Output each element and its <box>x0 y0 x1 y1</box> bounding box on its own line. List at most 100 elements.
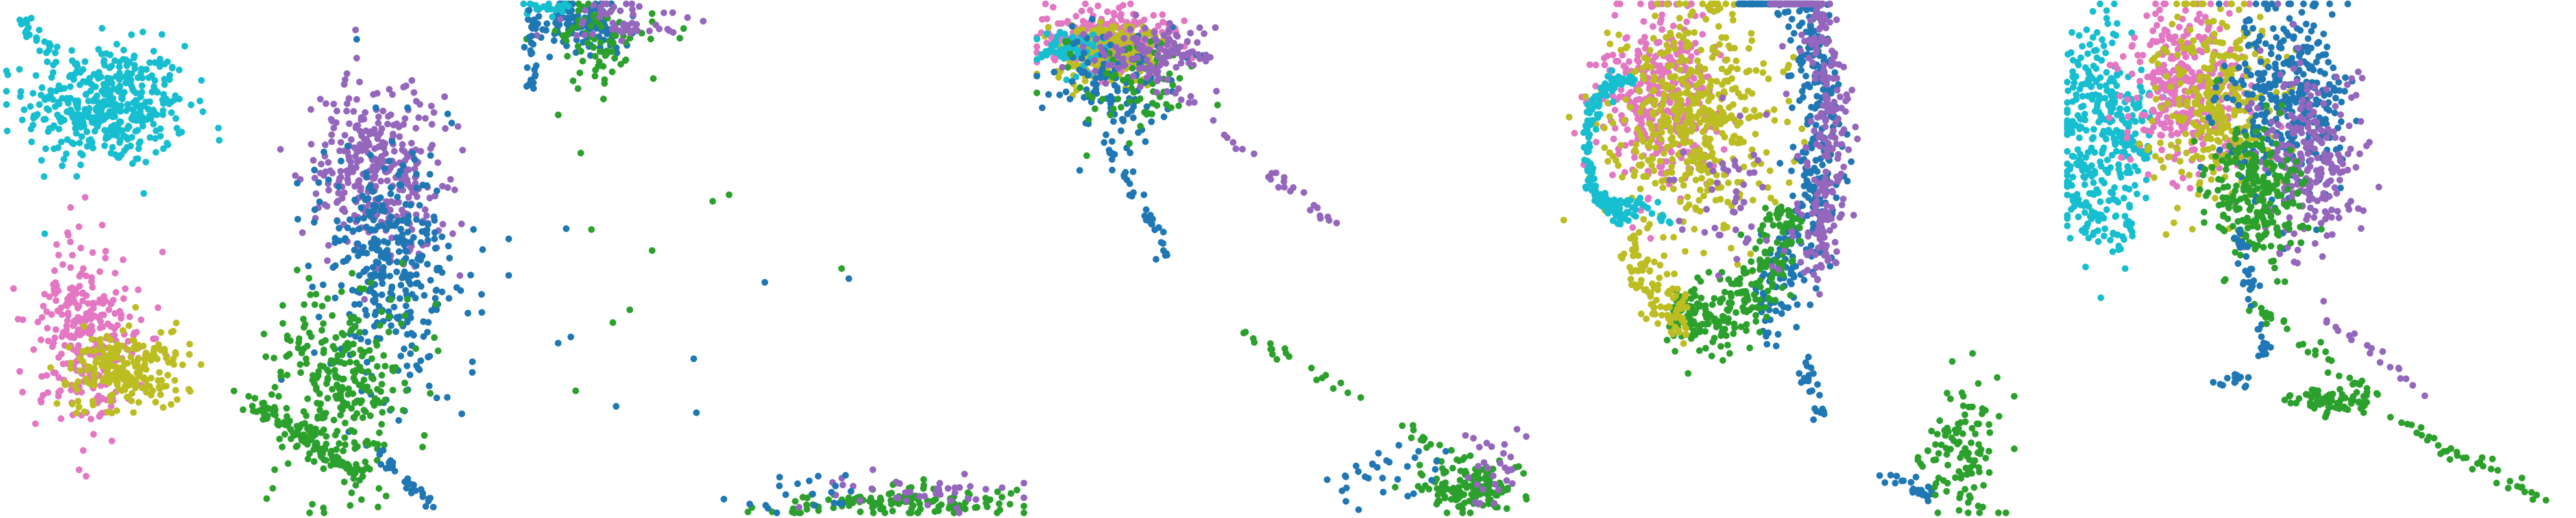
point <box>1632 68 1640 75</box>
point <box>1684 43 1692 50</box>
point <box>1509 480 1516 487</box>
point <box>1196 24 1204 31</box>
point <box>173 319 180 327</box>
point <box>351 196 358 204</box>
point <box>63 95 71 102</box>
point <box>250 407 257 415</box>
point <box>346 502 354 509</box>
point <box>156 369 163 376</box>
point <box>393 268 400 275</box>
point <box>1375 450 1382 457</box>
point <box>97 317 104 325</box>
point <box>1799 93 1806 101</box>
point <box>69 401 76 408</box>
point <box>68 47 75 54</box>
point <box>1073 38 1081 45</box>
point <box>136 140 143 147</box>
point <box>1240 329 1247 337</box>
point <box>924 501 932 509</box>
point <box>1691 29 1698 36</box>
point <box>161 81 168 88</box>
point <box>271 354 278 362</box>
point <box>1184 38 1191 45</box>
point <box>78 133 86 140</box>
point <box>335 385 343 392</box>
point <box>1151 226 1158 234</box>
point <box>404 330 411 338</box>
point <box>199 108 206 116</box>
point <box>80 447 87 454</box>
point <box>1105 62 1112 69</box>
point <box>1670 234 1677 241</box>
point <box>96 268 103 275</box>
point <box>367 412 374 419</box>
cluster-purple <box>1154 71 1341 227</box>
point <box>1130 114 1137 121</box>
point <box>600 95 607 103</box>
point <box>403 248 410 255</box>
point <box>358 147 366 154</box>
point <box>311 175 319 182</box>
point <box>1652 144 1659 151</box>
point <box>397 225 404 233</box>
point <box>433 394 441 402</box>
point <box>104 371 111 378</box>
point <box>1431 465 1439 473</box>
point <box>420 333 427 340</box>
point <box>395 171 402 179</box>
point <box>316 390 323 397</box>
point <box>1141 36 1149 43</box>
point <box>1484 465 1491 472</box>
point <box>1187 29 1194 37</box>
point <box>1571 130 1578 137</box>
point <box>761 278 768 286</box>
point <box>407 350 414 357</box>
point <box>1760 60 1767 68</box>
point <box>1110 105 1117 112</box>
point <box>555 111 562 119</box>
point <box>894 494 902 502</box>
point <box>120 295 127 302</box>
point <box>1708 153 1716 160</box>
point <box>287 435 295 443</box>
point <box>326 167 334 175</box>
point <box>145 74 152 81</box>
point <box>1126 25 1134 33</box>
point <box>89 284 96 291</box>
point <box>42 145 49 153</box>
point <box>1130 73 1137 80</box>
point <box>384 239 391 247</box>
point <box>1085 116 1092 123</box>
point <box>40 302 47 310</box>
point <box>62 379 69 386</box>
point <box>1649 109 1657 116</box>
point <box>790 505 797 512</box>
point <box>1770 106 1778 114</box>
point <box>857 497 864 504</box>
point <box>374 503 382 511</box>
point <box>337 167 345 175</box>
point <box>284 352 292 359</box>
point <box>369 264 376 271</box>
point <box>1211 24 1219 31</box>
point <box>151 83 158 90</box>
point <box>1582 93 1589 100</box>
point <box>569 13 576 20</box>
point <box>347 328 354 335</box>
point <box>1835 81 1842 88</box>
point <box>1300 189 1307 196</box>
point <box>1601 61 1609 69</box>
point <box>1656 107 1663 114</box>
point <box>138 82 146 90</box>
point <box>629 11 637 18</box>
point <box>363 223 370 230</box>
point <box>962 505 969 513</box>
point <box>17 93 24 100</box>
point <box>138 88 145 96</box>
point <box>371 235 378 242</box>
point <box>330 416 337 424</box>
point <box>1728 64 1735 71</box>
point <box>400 406 407 414</box>
point <box>84 367 91 374</box>
point <box>309 500 316 508</box>
